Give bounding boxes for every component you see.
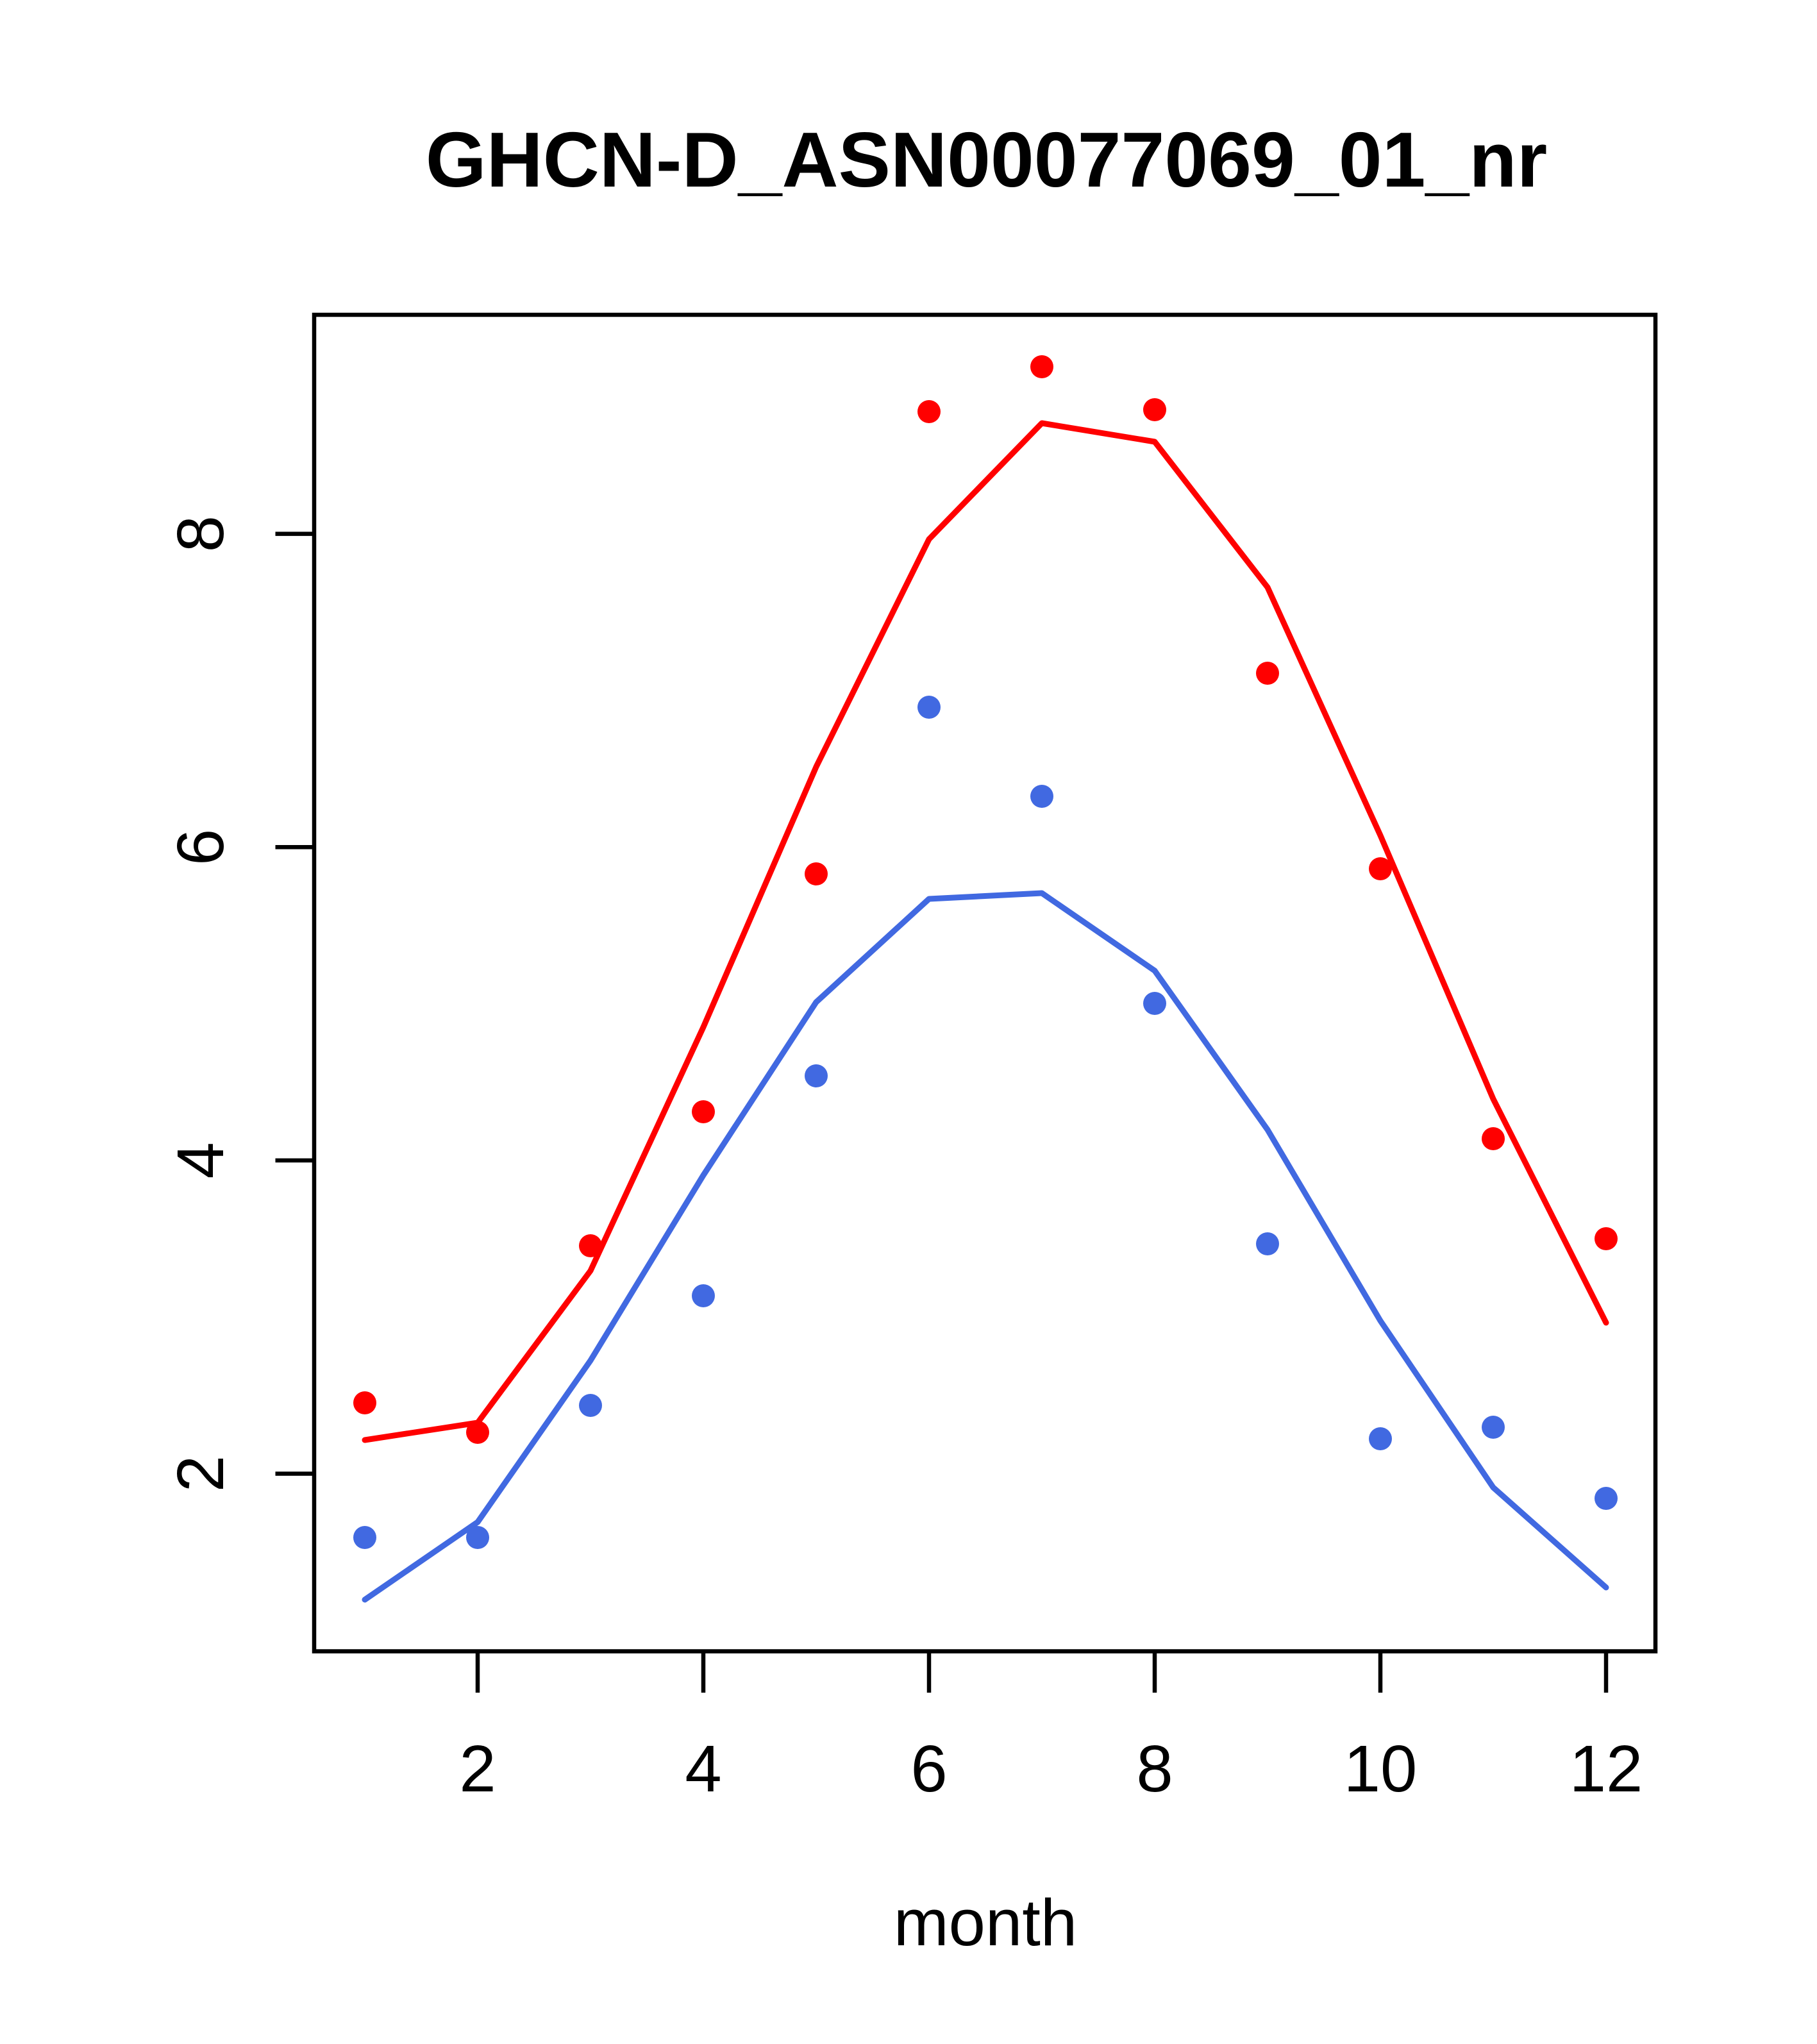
svg-text:8: 8 [1136, 1732, 1173, 1805]
svg-text:8: 8 [163, 515, 237, 552]
svg-text:month: month [894, 1886, 1077, 1959]
svg-text:4: 4 [685, 1732, 721, 1805]
svg-text:2: 2 [459, 1732, 496, 1805]
svg-text:6: 6 [910, 1732, 947, 1805]
svg-text:10: 10 [1344, 1732, 1418, 1805]
svg-text:12: 12 [1570, 1732, 1643, 1805]
svg-text:4: 4 [163, 1142, 237, 1178]
svg-text:6: 6 [163, 829, 237, 866]
svg-text:GHCN-D_ASN00077069_01_nr: GHCN-D_ASN00077069_01_nr [426, 116, 1548, 203]
svg-text:2: 2 [163, 1455, 237, 1492]
